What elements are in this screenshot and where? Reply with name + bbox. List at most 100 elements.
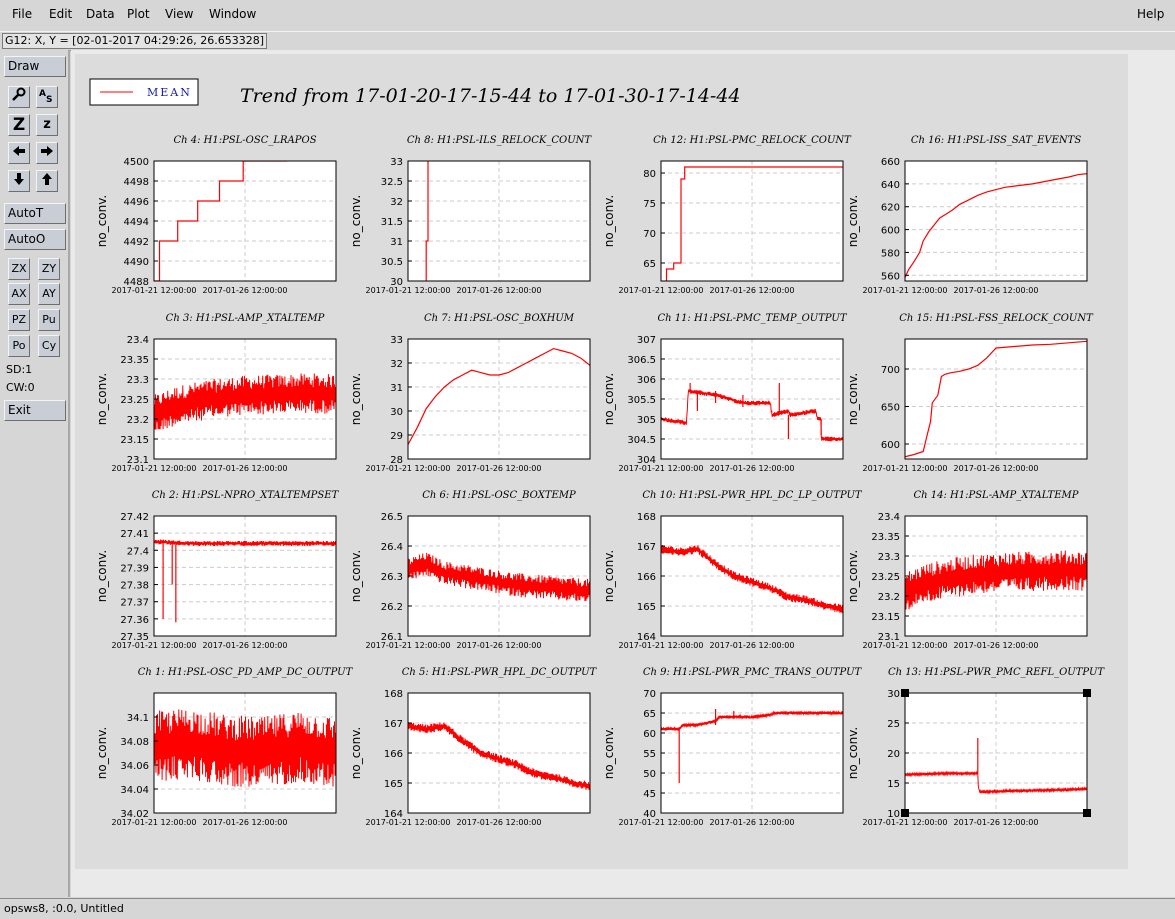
trend-plot-svg[interactable]: MEAN Trend from 17-01-20-17-15-44 to 17-… [75,54,1128,869]
x-tick-label: 2017-01-26 12:00:00 [710,641,795,650]
panel-title: Ch 1: H1:PSL-OSC_PD_AMP_DC_OUTPUT [138,667,354,678]
y-tick-label: 34.06 [120,761,149,772]
x-tick-label: 2017-01-21 12:00:00 [619,641,704,650]
svg-text:A: A [39,89,46,99]
y-tick-label: 306.5 [627,355,656,366]
panel-title: Ch 5: H1:PSL-PWR_HPL_DC_OUTPUT [402,667,598,678]
menu-data[interactable]: Data [86,7,115,21]
magnify-button[interactable] [8,86,30,108]
pan-down-button[interactable] [8,170,30,192]
series-line-mean [905,340,1087,458]
po-button[interactable]: Po [8,335,30,357]
x-tick-label: 2017-01-21 12:00:00 [863,464,948,473]
panel-frame [407,338,591,460]
y-tick-label: 32.5 [381,177,403,188]
zy-button[interactable]: ZY [38,258,60,280]
y-tick-label: 65 [643,259,656,270]
autot-button[interactable]: AutoT [4,203,66,224]
y-tick-label: 27.38 [120,581,149,592]
y-tick-label: 75 [643,199,656,210]
pu-button[interactable]: Pu [38,309,60,331]
zoom-button[interactable]: Z [8,114,30,136]
y-axis-label: no_conv. [846,195,860,247]
x-tick-label: 2017-01-26 12:00:00 [710,818,795,827]
autoo-button[interactable]: AutoO [4,229,66,250]
zoom-small-button[interactable]: z [36,114,58,136]
panel: Ch 2: H1:PSL-NPRO_XTALTEMPSET 27.35 27.36 2… [95,490,340,650]
draw-button[interactable]: Draw [4,56,66,77]
menu-file[interactable]: File [12,7,32,21]
y-tick-label: 305.5 [627,395,656,406]
y-tick-label: 4496 [124,197,149,208]
x-tick-label: 2017-01-26 12:00:00 [710,464,795,473]
panel-title: Ch 10: H1:PSL-PWR_HPL_DC_LP_OUTPUT [642,490,863,501]
zx-button[interactable]: ZX [8,258,30,280]
pan-left-button[interactable] [8,142,30,164]
panel: Ch 4: H1:PSL-OSC_LRAPOS 4488 4490 4492 4494 4… [95,135,337,295]
y-tick-label: 167 [384,719,403,730]
panel: Ch 13: H1:PSL-PWR_PMC_REFL_OUTPUT 10 15 20 2… [846,667,1105,827]
panel-data [905,340,1087,458]
y-tick-label: 305 [637,415,656,426]
x-tick-label: 2017-01-26 12:00:00 [954,464,1039,473]
pz-button[interactable]: PZ [8,309,30,331]
ax-button[interactable]: AX [8,283,30,305]
y-tick-label: 26.5 [381,512,403,523]
cw-label: CW:0 [6,381,35,394]
menu-plot[interactable]: Plot [127,7,150,21]
y-tick-label: 25 [887,719,900,730]
y-axis-label: no_conv. [349,373,363,425]
exit-button[interactable]: Exit [4,400,66,421]
y-tick-label: 45 [643,789,656,800]
y-tick-label: 4494 [124,217,149,228]
plot-canvas[interactable]: MEAN Trend from 17-01-20-17-15-44 to 17-… [75,54,1128,869]
panel-data [905,173,1087,278]
panel: Ch 7: H1:PSL-OSC_BOXHUM 28 29 30 31 32 33 2017-… [349,313,591,473]
y-axis-label: no_conv. [349,550,363,602]
cy-button[interactable]: Cy [38,335,60,357]
y-tick-label: 168 [637,512,656,523]
panel-title: Ch 2: H1:PSL-NPRO_XTALTEMPSET [152,490,340,501]
sd-label: SD:1 [6,363,33,376]
menu-window[interactable]: Window [209,7,256,21]
y-tick-label: 20 [887,749,900,760]
pan-right-button[interactable] [36,142,58,164]
y-tick-label: 27.4 [127,546,149,557]
y-axis-label: no_conv. [95,550,109,602]
panel: Ch 9: H1:PSL-PWR_PMC_TRANS_OUTPUT 40 45 50 5… [602,667,863,827]
panel-data [154,539,336,623]
y-tick-label: 55 [643,749,656,760]
y-axis-label: no_conv. [846,373,860,425]
y-tick-label: 27.37 [120,598,149,609]
series-line-mean [154,373,336,431]
y-tick-label: 31 [390,237,403,248]
x-tick-label: 2017-01-26 12:00:00 [203,286,288,295]
series-line-mean [905,770,1087,795]
pan-up-button[interactable] [36,170,58,192]
y-axis-label: no_conv. [602,727,616,779]
panel-data [661,383,843,442]
coordinate-readout: G12: X, Y = [02-01-2017 04:29:26, 26.653… [2,33,267,49]
plot-title: Trend from 17-01-20-17-15-44 to 17-01-30… [240,85,741,107]
menu-view[interactable]: View [165,7,193,21]
menu-data-label: Data [86,7,115,21]
menu-help[interactable]: Help [1137,7,1164,21]
y-tick-label: 27.39 [120,563,149,574]
panel-frame [153,515,337,637]
y-axis-label: no_conv. [95,195,109,247]
selection-handle [1083,689,1091,697]
menu-edit[interactable]: Edit [49,7,72,21]
y-tick-label: 34.04 [120,785,149,796]
y-axis-label: no_conv. [95,373,109,425]
y-tick-label: 700 [881,365,900,376]
y-tick-label: 26.4 [381,542,403,553]
ay-button[interactable]: AY [38,283,60,305]
y-tick-label: 65 [643,709,656,720]
series-line-mean [154,709,336,787]
panel-data [408,722,590,790]
y-axis-label: no_conv. [602,550,616,602]
panel-data [905,550,1087,610]
panel: Ch 10: H1:PSL-PWR_HPL_DC_LP_OUTPUT 164 165… [602,490,863,650]
